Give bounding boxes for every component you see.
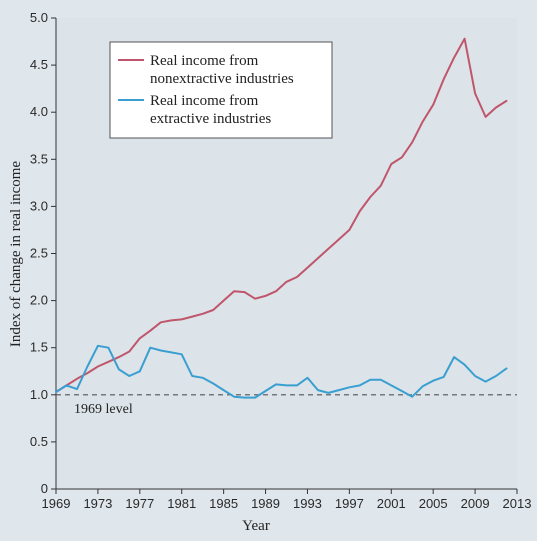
y-tick-label: 3.0	[30, 198, 48, 213]
y-tick-label: 1.5	[30, 340, 48, 355]
y-tick-label: 0.5	[30, 434, 48, 449]
series-line-extractive	[55, 344, 508, 399]
legend-label-nonextractive-line2: nonextractive industries	[150, 71, 294, 87]
legend-label-extractive-line1: Real income from	[150, 93, 259, 109]
x-tick-label: 1981	[167, 496, 196, 511]
x-tick-label: 1989	[251, 496, 280, 511]
reference-line-label: 1969 level	[74, 402, 133, 417]
x-tick-label: 1997	[335, 496, 364, 511]
x-axis-ticks: 1969 1973 1977 1981 1985 1989 1993 1997 2001 2005…	[42, 489, 532, 511]
y-tick-label: 3.5	[30, 151, 48, 166]
x-tick-label: 2005	[419, 496, 448, 511]
y-tick-label: 2.0	[30, 293, 48, 308]
legend-label-extractive-line2: extractive industries	[150, 111, 271, 127]
y-axis-ticks: 0 0.5 1.0 1.5 2.0 2.5 3.0 3.5 4.0 4.5 5.0	[30, 10, 56, 496]
x-axis-title: Year	[242, 518, 270, 534]
legend-box	[109, 41, 333, 139]
x-tick-label: 1973	[83, 496, 112, 511]
y-axis-title: Index of change in real income	[8, 161, 24, 348]
y-tick-label: 1.0	[30, 387, 48, 402]
series-line-nonextractive	[55, 37, 508, 393]
y-tick-label: 4.0	[30, 104, 48, 119]
y-tick-label: 4.5	[30, 57, 48, 72]
x-tick-label: 2013	[503, 496, 532, 511]
x-tick-label: 1985	[209, 496, 238, 511]
legend-label-nonextractive-line1: Real income from	[150, 53, 259, 69]
y-tick-label: 5.0	[30, 10, 48, 25]
x-tick-label: 1993	[293, 496, 322, 511]
x-tick-label: 1969	[42, 496, 71, 511]
x-tick-label: 2001	[377, 496, 406, 511]
y-tick-label: 2.5	[30, 246, 48, 261]
legend: Real income from nonextractive industrie…	[109, 41, 333, 139]
x-tick-label: 2009	[461, 496, 490, 511]
x-tick-label: 1977	[125, 496, 154, 511]
y-tick-label: 0	[41, 481, 48, 496]
series-layer	[55, 37, 508, 399]
